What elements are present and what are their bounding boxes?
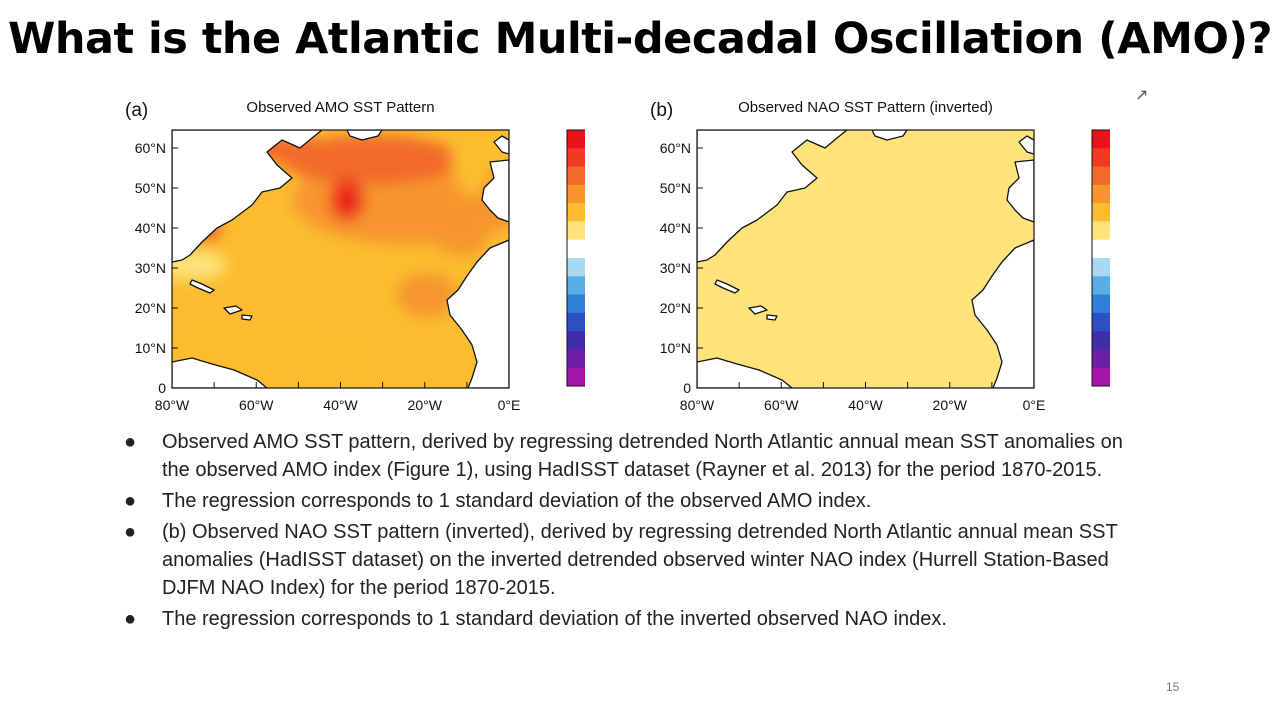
- x-tick-label: 60°W: [239, 397, 274, 413]
- y-tick-label: 30°N: [135, 260, 166, 276]
- bullet-item: ● The regression corresponds to 1 standar…: [124, 487, 1134, 515]
- bullet-text: (b) Observed NAO SST pattern (inverted),…: [162, 521, 1118, 599]
- colorbar-swatch: [1092, 312, 1110, 332]
- colorbar-swatch: [567, 331, 585, 350]
- panel-label: (a): [125, 100, 148, 121]
- slide-title: What is the Atlantic Multi-decadal Oscil…: [7, 14, 1273, 64]
- x-tick-label: 0°E: [1023, 397, 1046, 413]
- arrow-diagonal-icon[interactable]: ↗: [1135, 87, 1149, 104]
- colorbar-swatch: [1092, 258, 1110, 277]
- colorbar-swatch: [1092, 331, 1110, 350]
- x-tick-label: 40°W: [323, 397, 358, 413]
- bullet-dot-icon: ●: [124, 490, 137, 512]
- x-tick-label: 20°W: [408, 397, 443, 413]
- panel-label: (b): [650, 100, 673, 121]
- amo-sst-map-panel: (a) Observed AMO SST Pattern 80°W 60°W 40°W 2…: [115, 92, 585, 432]
- y-tick-label: 30°N: [660, 260, 691, 276]
- colorbar-swatch: [567, 203, 585, 222]
- colorbar-swatch: [567, 148, 585, 167]
- colorbar-swatch: [567, 312, 585, 332]
- bullet-item: ● Observed AMO SST pattern, derived by r…: [124, 428, 1134, 484]
- bullet-text: The regression corresponds to 1 standard…: [162, 490, 872, 512]
- chart-title: Observed AMO SST Pattern: [246, 99, 434, 116]
- colorbar-swatch: [1092, 276, 1110, 295]
- y-tick-label: 10°N: [660, 340, 691, 356]
- map-chart: (b) Observed NAO SST Pattern (inverted) 80…: [650, 99, 1110, 413]
- y-tick-label: 20°N: [660, 300, 691, 316]
- y-tick-label: 0: [683, 380, 691, 396]
- nao-sst-map-panel: (b) Observed NAO SST Pattern (inverted) 80…: [640, 92, 1110, 432]
- colorbar-swatch: [567, 276, 585, 295]
- x-tick-label: 40°W: [848, 397, 883, 413]
- x-tick-label: 20°W: [933, 397, 968, 413]
- colorbar-swatch: [567, 258, 585, 277]
- colorbar-swatch: [1092, 349, 1110, 369]
- x-tick-label: 80°W: [155, 397, 190, 413]
- bullet-item: ● (b) Observed NAO SST pattern (inverted)…: [124, 518, 1134, 602]
- colorbar-swatch: [1092, 367, 1110, 387]
- colorbar-swatch: [1092, 221, 1110, 241]
- y-tick-label: 40°N: [135, 220, 166, 236]
- colorbar-swatch: [567, 367, 585, 387]
- colorbar-swatch: [1092, 184, 1110, 204]
- colorbar-swatch: [1092, 148, 1110, 167]
- x-tick-label: 0°E: [498, 397, 521, 413]
- colorbar-swatch: [1092, 130, 1110, 149]
- colorbar-swatch: [1092, 203, 1110, 222]
- bullet-text: Observed AMO SST pattern, derived by reg…: [162, 431, 1123, 481]
- x-tick-label: 80°W: [680, 397, 715, 413]
- y-tick-label: 50°N: [135, 180, 166, 196]
- map-chart: (a) Observed AMO SST Pattern 80°W 60°W 40°W 2…: [125, 99, 585, 413]
- y-tick-label: 40°N: [660, 220, 691, 236]
- y-tick-label: 10°N: [135, 340, 166, 356]
- y-tick-label: 50°N: [660, 180, 691, 196]
- colorbar-swatch: [567, 294, 585, 314]
- bullet-item: ● The regression corresponds to 1 standar…: [124, 605, 1134, 633]
- bullet-list: ● Observed AMO SST pattern, derived by r…: [124, 428, 1134, 636]
- colorbar-swatch: [567, 221, 585, 241]
- colorbar-swatch: [1092, 166, 1110, 186]
- colorbar-swatch: [1092, 294, 1110, 314]
- colorbar-swatch: [1092, 239, 1110, 259]
- y-tick-label: 60°N: [135, 140, 166, 156]
- bullet-text: The regression corresponds to 1 standard…: [162, 608, 947, 630]
- chart-title: Observed NAO SST Pattern (inverted): [738, 99, 993, 116]
- colorbar-swatch: [567, 130, 585, 149]
- y-tick-label: 20°N: [135, 300, 166, 316]
- colorbar-swatch: [567, 349, 585, 369]
- bullet-dot-icon: ●: [124, 521, 137, 543]
- bullet-dot-icon: ●: [124, 431, 137, 453]
- colorbar-swatch: [567, 166, 585, 186]
- x-tick-label: 60°W: [764, 397, 799, 413]
- y-tick-label: 60°N: [660, 140, 691, 156]
- colorbar-swatch: [567, 239, 585, 259]
- page-number: 15: [1166, 680, 1180, 694]
- y-tick-label: 0: [158, 380, 166, 396]
- colorbar-swatch: [567, 184, 585, 204]
- bullet-dot-icon: ●: [124, 608, 137, 630]
